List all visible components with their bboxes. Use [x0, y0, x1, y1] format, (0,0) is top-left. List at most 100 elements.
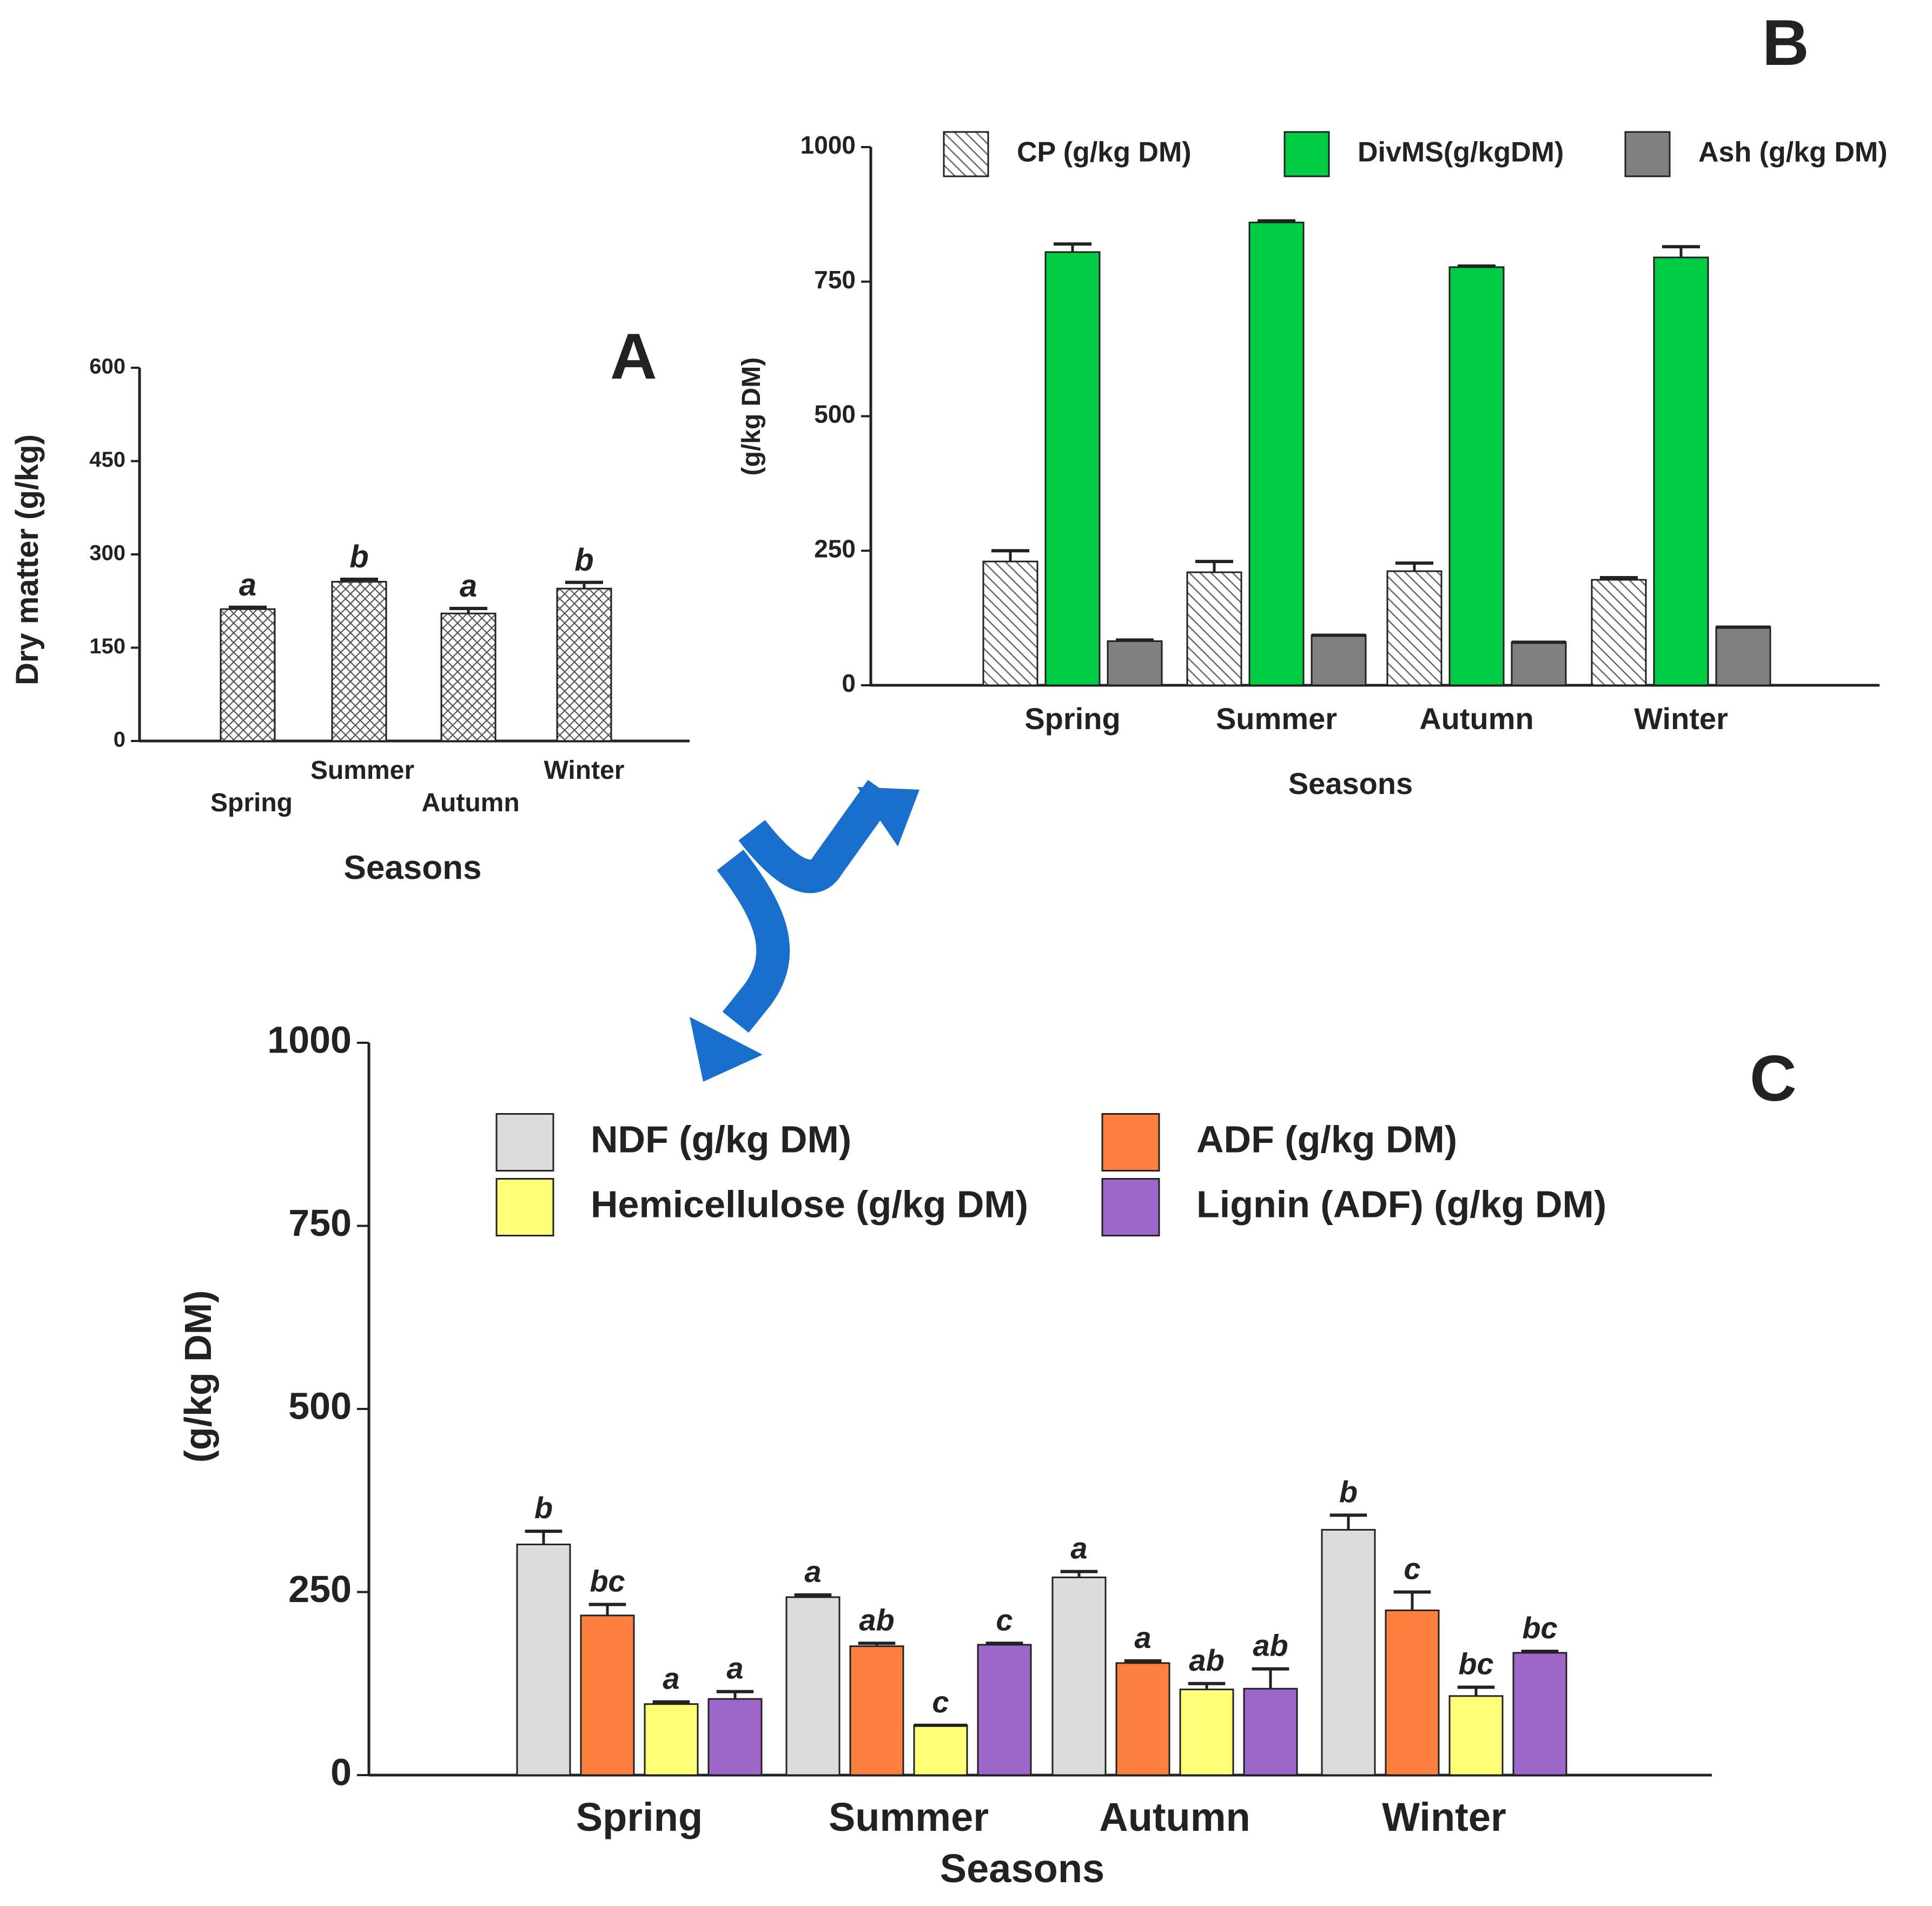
x-axis-title: Seasons — [940, 1846, 1104, 1891]
bar-hemicellulose-g-kg-dm-autumn — [1179, 1689, 1234, 1776]
significance-letter: a — [1070, 1531, 1087, 1565]
legend-label: DivMS(g/kgDM) — [1358, 137, 1564, 168]
y-axis-title: (g/kg DM) — [737, 358, 766, 476]
x-tick-label: Spring — [210, 789, 293, 817]
bar-cp-g-kg-dm-spring — [982, 560, 1038, 686]
bar-ndf-g-kg-dm-spring — [516, 1543, 571, 1776]
significance-letter: bc — [1458, 1647, 1493, 1681]
legend-label: NDF (g/kg DM) — [591, 1118, 851, 1160]
legend-swatch-hemicellulose-g-kg-dm — [495, 1178, 554, 1236]
y-tick-label: 0 — [114, 728, 125, 752]
bar-adf-g-kg-dm-winter — [1385, 1609, 1440, 1776]
bar-divms-g-kgdm-winter — [1653, 256, 1709, 686]
significance-letter: b — [349, 539, 368, 574]
y-tick-label: 500 — [288, 1385, 352, 1427]
bar-ash-g-kg-dm-autumn — [1511, 641, 1567, 686]
y-tick-label: 250 — [288, 1568, 352, 1610]
bar-cp-g-kg-dm-summer — [1186, 571, 1242, 686]
x-tick-label: Winter — [1634, 701, 1728, 736]
legend-swatch-divms-g-kgdm — [1283, 131, 1330, 177]
bar-ndf-g-kg-dm-autumn — [1051, 1576, 1107, 1776]
panel-label: B — [1762, 6, 1809, 79]
x-tick-label: Summer — [1216, 701, 1337, 736]
bar-lignin-adf-g-kg-dm-autumn — [1243, 1687, 1298, 1776]
x-tick-label: Winter — [1382, 1795, 1506, 1839]
bar-ash-g-kg-dm-winter — [1715, 626, 1771, 686]
significance-letter: a — [726, 1651, 743, 1685]
legend-label: ADF (g/kg DM) — [1196, 1118, 1457, 1160]
bar-lignin-adf-g-kg-dm-winter — [1512, 1652, 1567, 1776]
bar-lignin-adf-g-kg-dm-spring — [707, 1698, 763, 1776]
bar-ash-g-kg-dm-spring — [1107, 640, 1163, 686]
significance-letter: b — [534, 1491, 553, 1525]
x-tick-label: Summer — [310, 756, 414, 785]
significance-letter: ab — [1253, 1629, 1288, 1663]
legend: CP (g/kg DM) DivMS(g/kgDM) Ash (g/kg DM) — [943, 131, 1888, 177]
significance-letter: a — [663, 1662, 679, 1696]
y-tick-label: 450 — [89, 448, 125, 472]
bar-cp-g-kg-dm-winter — [1591, 579, 1647, 686]
legend-label: Lignin (ADF) (g/kg DM) — [1196, 1183, 1606, 1225]
panel-label: A — [610, 320, 657, 393]
bar-divms-g-kgdm-summer — [1248, 221, 1305, 686]
significance-letter: ab — [1189, 1643, 1224, 1677]
bar-adf-g-kg-dm-summer — [849, 1645, 904, 1776]
significance-letter: c — [932, 1685, 949, 1719]
bar-hemicellulose-g-kg-dm-spring — [644, 1703, 699, 1776]
y-tick-label: 250 — [814, 534, 856, 562]
x-tick-label: Spring — [1024, 701, 1120, 736]
bar-dry-matter-autumn — [440, 612, 497, 742]
bar-ndf-g-kg-dm-summer — [785, 1596, 841, 1776]
significance-letter: bc — [1522, 1611, 1557, 1645]
curved-double-arrow-icon — [690, 779, 919, 1082]
significance-letter: bc — [590, 1564, 625, 1598]
legend-swatch-ash-g-kg-dm — [1624, 131, 1671, 177]
x-tick-label: Autumn — [421, 789, 519, 817]
x-tick-label: Autumn — [1099, 1795, 1250, 1839]
y-tick-label: 500 — [814, 400, 856, 428]
legend-label: Hemicellulose (g/kg DM) — [591, 1183, 1028, 1225]
significance-letter: a — [460, 568, 477, 604]
bar-divms-g-kgdm-autumn — [1448, 266, 1505, 686]
significance-letter: a — [804, 1554, 821, 1589]
bar-cp-g-kg-dm-autumn — [1386, 570, 1443, 686]
y-tick-label: 1000 — [800, 131, 856, 159]
y-tick-label: 0 — [842, 669, 856, 697]
y-tick-label: 600 — [89, 355, 125, 379]
significance-letter: c — [1404, 1552, 1420, 1586]
legend: NDF (g/kg DM) ADF (g/kg DM) Hemicellulose … — [495, 1113, 1606, 1236]
significance-letter: c — [996, 1603, 1013, 1637]
x-tick-label: Summer — [829, 1795, 989, 1839]
x-tick-label: Spring — [576, 1795, 703, 1839]
x-axis-title: Seasons — [343, 849, 481, 886]
legend-swatch-ndf-g-kg-dm — [495, 1113, 554, 1172]
bar-lignin-adf-g-kg-dm-summer — [977, 1644, 1032, 1776]
bar-ndf-g-kg-dm-winter — [1321, 1528, 1376, 1776]
legend-swatch-lignin-adf-g-kg-dm — [1101, 1178, 1160, 1236]
significance-letter: b — [574, 542, 593, 578]
significance-letter: b — [1339, 1474, 1358, 1508]
x-tick-label: Autumn — [1419, 701, 1534, 736]
bar-adf-g-kg-dm-autumn — [1115, 1662, 1170, 1776]
panel-label: C — [1750, 1042, 1797, 1115]
y-tick-label: 0 — [330, 1751, 352, 1793]
legend-swatch-cp-g-kg-dm — [943, 131, 989, 177]
y-tick-label: 1000 — [267, 1018, 352, 1061]
legend-label: CP (g/kg DM) — [1017, 137, 1192, 168]
significance-letter: ab — [859, 1603, 894, 1637]
bar-hemicellulose-g-kg-dm-winter — [1448, 1695, 1504, 1776]
y-tick-label: 750 — [814, 266, 856, 294]
y-tick-label: 150 — [89, 634, 125, 658]
bar-ash-g-kg-dm-summer — [1311, 634, 1367, 686]
panel-a-chart: 0 150 300 450 600 a Spring b Summer a Autumn b Winte… — [10, 320, 690, 886]
y-tick-label: 750 — [288, 1202, 352, 1244]
y-axis-title: Dry matter (g/kg) — [10, 434, 45, 685]
bar-hemicellulose-g-kg-dm-summer — [913, 1724, 968, 1776]
bar-dry-matter-winter — [556, 587, 612, 742]
legend-label: Ash (g/kg DM) — [1698, 137, 1888, 168]
significance-letter: a — [239, 567, 256, 603]
y-tick-label: 300 — [89, 541, 125, 565]
panel-b-chart: 0 250 500 750 1000 Spring Summer Autumn Winter Se… — [737, 6, 1888, 800]
